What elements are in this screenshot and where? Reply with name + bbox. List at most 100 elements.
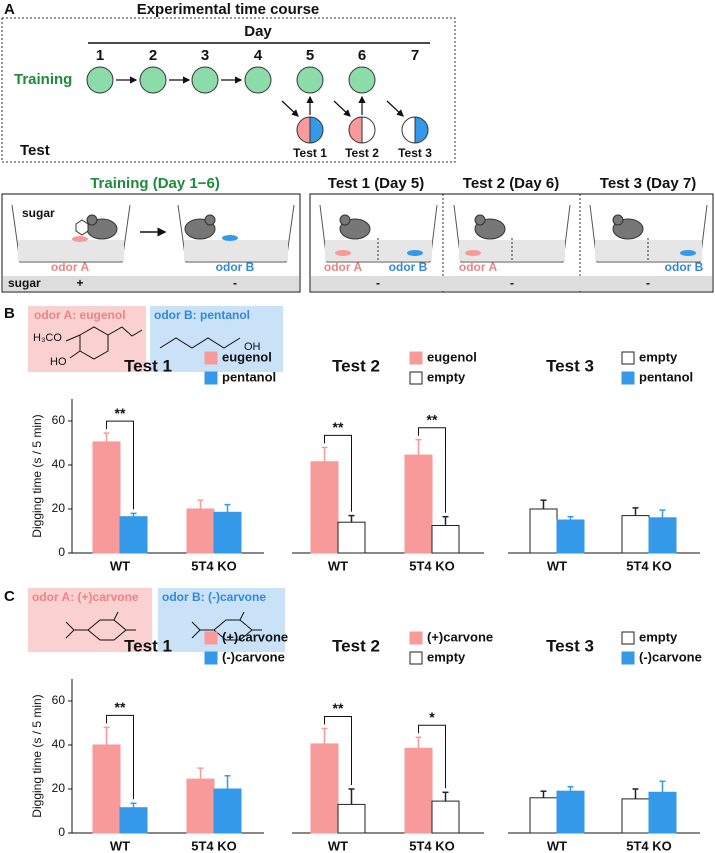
training-day bbox=[296, 66, 324, 94]
panel-label: C bbox=[4, 588, 15, 605]
bar bbox=[92, 441, 121, 554]
significance-label: ** bbox=[115, 699, 126, 715]
training-label: Training bbox=[14, 71, 72, 88]
test-panel-title: Test 3 (Day 7) bbox=[600, 175, 696, 192]
sugar-sign: - bbox=[376, 276, 380, 290]
odor-label: odor A bbox=[51, 260, 90, 274]
test-panel-title: Test 2 (Day 6) bbox=[463, 175, 559, 192]
sugar-sign: - bbox=[510, 276, 514, 290]
odor-spot bbox=[407, 250, 423, 256]
legend-label: pentanol bbox=[222, 369, 276, 384]
legend-swatch bbox=[204, 631, 218, 645]
half-circle bbox=[348, 116, 363, 144]
significance-label: ** bbox=[427, 411, 438, 427]
eugenol-structure bbox=[65, 326, 143, 360]
bedding bbox=[184, 240, 288, 261]
significance-bracket bbox=[106, 714, 134, 800]
odor-a-box bbox=[28, 306, 146, 372]
training-day bbox=[139, 66, 167, 94]
odor-label: odor B bbox=[665, 260, 704, 274]
significance-bracket bbox=[106, 420, 134, 510]
training-day bbox=[191, 66, 219, 94]
half-circle bbox=[309, 116, 324, 144]
arrow bbox=[281, 100, 299, 117]
y-tick-label: 0 bbox=[58, 545, 65, 559]
day-number: 2 bbox=[149, 47, 157, 64]
significance-bracket bbox=[418, 427, 446, 513]
mouse-ear bbox=[612, 214, 624, 226]
time-course-frame bbox=[1, 17, 456, 163]
bar bbox=[186, 778, 215, 834]
half-circle bbox=[361, 116, 376, 144]
structure-label: OH bbox=[244, 341, 261, 353]
legend-label: eugenol bbox=[222, 349, 272, 364]
bedding bbox=[18, 240, 124, 261]
bar bbox=[621, 515, 650, 554]
half-circle bbox=[296, 116, 311, 144]
mouse-ear bbox=[86, 214, 98, 226]
y-axis-label: Digging time (s / 5 min) bbox=[30, 414, 44, 537]
bar bbox=[556, 519, 585, 554]
odor-label: odor A bbox=[459, 260, 498, 274]
day-number: 5 bbox=[306, 47, 314, 64]
chart-title: Test 3 bbox=[546, 356, 594, 375]
training-day bbox=[244, 66, 272, 94]
legend-label: (-)carvone bbox=[222, 649, 285, 664]
y-tick-label: 40 bbox=[52, 737, 66, 751]
dividers bbox=[377, 194, 649, 292]
legend-swatch bbox=[621, 631, 635, 645]
legend-label: eugenol bbox=[427, 349, 477, 364]
legend-label: (+)carvone bbox=[222, 629, 288, 644]
half-circle bbox=[401, 116, 416, 144]
bar bbox=[337, 803, 366, 834]
bar bbox=[310, 461, 339, 554]
legend-swatch bbox=[204, 651, 218, 665]
x-tick-label: WT bbox=[547, 838, 567, 853]
x-tick-label: WT bbox=[328, 838, 348, 853]
mouse-ear bbox=[339, 214, 351, 226]
chart-title: Test 1 bbox=[124, 636, 172, 655]
test-label: Test bbox=[20, 142, 50, 159]
mice bbox=[86, 214, 644, 240]
legend-label: empty bbox=[639, 629, 678, 644]
bar bbox=[186, 508, 215, 554]
bar bbox=[529, 508, 558, 554]
bar bbox=[310, 743, 339, 834]
structure-label: HO bbox=[50, 356, 67, 368]
odor-spot bbox=[222, 235, 238, 241]
cage bbox=[453, 204, 571, 263]
y-tick-label: 60 bbox=[52, 413, 66, 427]
odor-spot bbox=[465, 250, 481, 256]
mouse-ear bbox=[474, 214, 486, 226]
odor-spot bbox=[680, 250, 696, 256]
bar bbox=[337, 521, 366, 554]
y-tick-label: 60 bbox=[52, 693, 66, 707]
sugar-sign: - bbox=[233, 276, 237, 290]
x-tick-label: WT bbox=[110, 558, 130, 573]
sugar-row-label: sugar bbox=[8, 276, 41, 290]
odor-spot bbox=[72, 236, 88, 242]
bar bbox=[648, 517, 677, 554]
cage bbox=[319, 204, 438, 263]
training-day bbox=[86, 66, 114, 94]
arrow bbox=[386, 100, 404, 117]
sugar-sign: + bbox=[76, 276, 83, 290]
test-name: Test 1 bbox=[293, 146, 327, 160]
y-tick-label: 40 bbox=[52, 457, 66, 471]
cage bbox=[11, 204, 131, 263]
legend-swatch bbox=[409, 651, 423, 665]
x-tick-label: WT bbox=[110, 838, 130, 853]
significance-bracket bbox=[324, 716, 352, 785]
y-tick-label: 20 bbox=[52, 501, 66, 515]
structure-label: H₃CO bbox=[33, 332, 62, 344]
legend-swatch bbox=[621, 651, 635, 665]
carvone-structure bbox=[191, 611, 262, 641]
training-panel-title: Training (Day 1−6) bbox=[90, 175, 220, 192]
legend-label: (-)carvone bbox=[639, 649, 702, 664]
sugar-sign: - bbox=[646, 276, 650, 290]
significance-bracket bbox=[324, 434, 352, 512]
mouse-ear bbox=[204, 214, 216, 226]
odor-spots bbox=[72, 235, 696, 256]
significance-label: ** bbox=[333, 419, 344, 435]
